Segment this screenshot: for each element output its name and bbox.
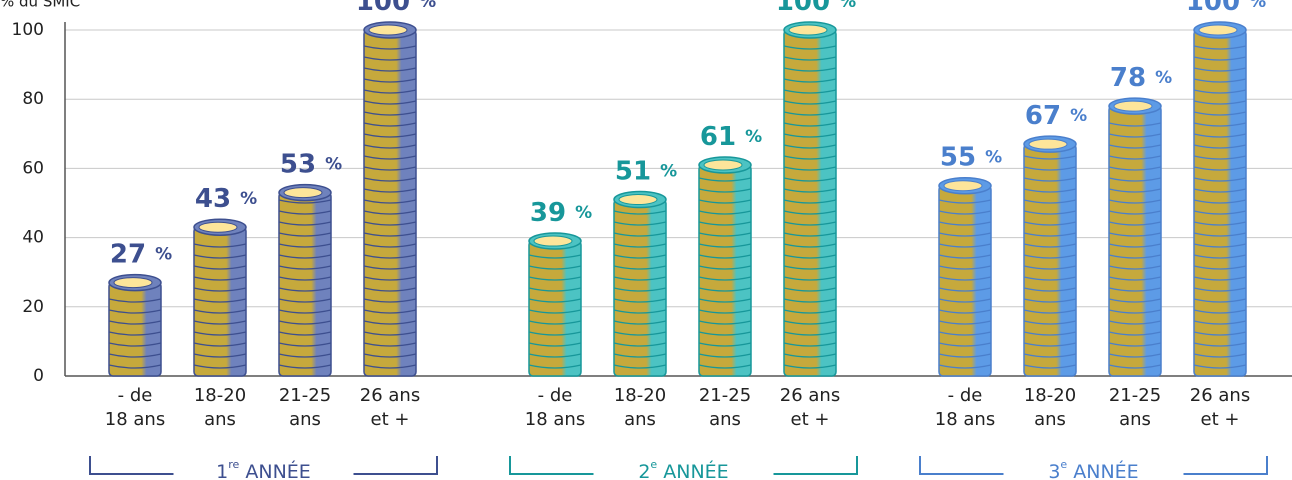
coin-face — [1029, 139, 1067, 149]
coin-stack — [699, 157, 751, 376]
x-tick-label: 18-20 ans — [595, 384, 685, 432]
y-axis-label: % du SMIC — [0, 0, 80, 11]
x-tick-label: 21-25 ans — [260, 384, 350, 432]
coin-face — [1199, 25, 1237, 35]
x-tick-label: - de 18 ans — [510, 384, 600, 432]
y-tick-label: 0 — [33, 366, 44, 386]
group-label: 2e ANNÉE — [638, 458, 728, 480]
x-tick-label: - de 18 ans — [920, 384, 1010, 432]
value-label: 43 % — [195, 184, 257, 214]
y-tick-label: 40 — [22, 228, 44, 248]
x-tick-label: 26 ans et + — [1175, 384, 1265, 432]
x-tick-label: 26 ans et + — [765, 384, 855, 432]
group-label: 1re ANNÉE — [216, 458, 311, 480]
coin-face — [704, 160, 742, 170]
coin-face — [199, 222, 237, 232]
value-label: 55 % — [940, 142, 1002, 172]
coin-face — [789, 25, 827, 35]
y-tick-label: 60 — [22, 158, 44, 178]
value-label: 39 % — [530, 198, 592, 228]
coin-stack — [194, 219, 246, 376]
coin-stack — [614, 192, 666, 376]
coin-stack — [1194, 22, 1246, 376]
value-label: 67 % — [1025, 101, 1087, 131]
coin-stack — [109, 275, 161, 376]
bar — [614, 200, 666, 376]
y-tick-label: 100 — [12, 20, 44, 40]
x-tick-label: 26 ans et + — [345, 384, 435, 432]
coin-face — [284, 188, 322, 198]
value-label: 100 % — [1186, 0, 1266, 17]
group-label: 3e ANNÉE — [1048, 458, 1138, 480]
x-tick-label: 21-25 ans — [680, 384, 770, 432]
value-label: 27 % — [110, 239, 172, 269]
x-tick-label: - de 18 ans — [90, 384, 180, 432]
coin-face — [619, 195, 657, 205]
coin-stack — [784, 22, 836, 376]
coin-stack — [529, 233, 581, 376]
bar — [109, 283, 161, 376]
value-label: 100 % — [356, 0, 436, 17]
value-label: 61 % — [700, 121, 762, 151]
value-label: 100 % — [776, 0, 856, 17]
coin-face — [369, 25, 407, 35]
page: % du SMIC 0 20 40 60 80 100 27 % 43 % 53 % 100 % 1… — [0, 0, 1292, 480]
value-label: 53 % — [280, 149, 342, 179]
coin-stack — [939, 178, 991, 376]
coin-face — [944, 181, 982, 191]
coin-stack — [1024, 136, 1076, 376]
x-tick-label: 18-20 ans — [175, 384, 265, 432]
x-tick-label: 21-25 ans — [1090, 384, 1180, 432]
x-tick-label: 18-20 ans — [1005, 384, 1095, 432]
coin-face — [534, 236, 572, 246]
coin-stack — [364, 22, 416, 376]
coin-stack — [1109, 98, 1161, 376]
value-label: 51 % — [615, 156, 677, 186]
y-tick-label: 80 — [22, 89, 44, 109]
coin-stack — [279, 185, 331, 376]
coin-face — [114, 278, 152, 288]
value-label: 78 % — [1110, 63, 1172, 93]
y-tick-label: 20 — [22, 297, 44, 317]
bar — [279, 193, 331, 376]
coin-face — [1114, 101, 1152, 111]
